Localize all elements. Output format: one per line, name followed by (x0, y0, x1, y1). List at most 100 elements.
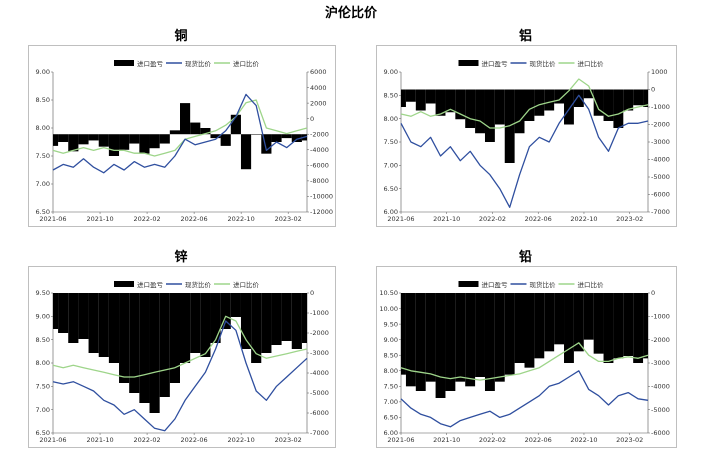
import-profit-bar (425, 89, 436, 104)
left-tick-label: 7.50 (36, 383, 50, 391)
left-tick-label: 8.50 (384, 351, 398, 359)
import-profit-bar (514, 293, 525, 363)
legend-label-spot: 现货比价 (185, 59, 212, 68)
import-profit-bar (180, 103, 191, 135)
right-tick-label: -1000 (651, 313, 670, 321)
import-profit-bar (554, 293, 565, 345)
right-tick-label: -6000 (310, 409, 329, 417)
x-tick-label: 2022-02 (479, 436, 506, 444)
left-tick-label: 6.50 (36, 208, 50, 216)
left-tick-label: 9.00 (384, 68, 398, 76)
legend-label-import: 进口比价 (578, 59, 605, 68)
import-profit-bar (613, 89, 624, 128)
import-profit-bar (573, 293, 584, 352)
import-profit-bar (251, 293, 262, 363)
left-tick-label: 6.50 (384, 185, 398, 193)
right-tick-label: -4000 (651, 156, 670, 164)
spot-ratio-line (52, 93, 308, 174)
import-profit-bar (544, 89, 555, 111)
import-profit-bar (534, 89, 545, 116)
right-tick-label: -7000 (651, 208, 670, 216)
import-profit-bar (108, 134, 120, 156)
legend-swatch-bar (458, 60, 479, 66)
legend-label-import: 进口比价 (578, 280, 605, 289)
import-profit-bar (573, 89, 584, 107)
chart-panel-aluminum: 进口盈亏 现货比价 进口比价 9.00 8.50 8.00 7.50 7.00 6.50 6.00… (376, 45, 677, 227)
import-profit-bar (643, 89, 648, 107)
left-tick-label: 9.50 (384, 320, 398, 328)
right-tick-label: -12000 (310, 208, 333, 216)
chart-title-aluminum: 铝 (518, 29, 532, 44)
left-tick-label: 10.50 (379, 289, 398, 297)
right-tick-label: -4000 (651, 383, 670, 391)
import-profit-bar (281, 293, 292, 341)
import-profit-bar (220, 134, 231, 146)
import-profit-bar (455, 89, 466, 120)
import-profit-bar (564, 89, 574, 125)
import-profit-bar (455, 293, 466, 382)
import-profit-bar (445, 89, 456, 113)
spot-ratio-line (400, 370, 649, 428)
import-profit-bar (435, 89, 446, 116)
import-profit-bar (98, 293, 109, 357)
right-tick-label: -6000 (651, 191, 670, 199)
import-profit-bar (435, 293, 446, 398)
right-tick-label: -7000 (310, 429, 329, 437)
import-profit-bar (415, 89, 426, 111)
import-profit-bar (475, 293, 485, 377)
spot-ratio-line (52, 320, 308, 432)
right-tick-label: -1000 (651, 103, 670, 111)
import-profit-bar (200, 128, 211, 135)
import-profit-bar (623, 89, 634, 111)
right-tick-label: -6000 (651, 429, 670, 437)
left-tick-label: 7.00 (36, 180, 50, 188)
x-tick-label: 2022-10 (228, 215, 255, 223)
import-profit-bar (180, 293, 191, 363)
import-ratio-line (400, 78, 649, 129)
right-tick-label: -4000 (310, 369, 329, 377)
legend-label-profit: 进口盈亏 (482, 281, 509, 289)
left-tick-label: 8.00 (384, 115, 398, 123)
import-profit-bar (524, 89, 535, 121)
left-tick-label: 6.50 (36, 429, 50, 437)
left-tick-label: 8.00 (384, 367, 398, 375)
left-tick-label: 7.50 (384, 383, 398, 391)
import-profit-bar (261, 134, 272, 154)
import-profit-bar (291, 293, 302, 349)
import-profit-bar (261, 293, 272, 353)
left-tick-label: 8.50 (36, 336, 50, 344)
legend-label-profit: 进口盈亏 (482, 60, 509, 68)
import-profit-bar (534, 293, 545, 359)
import-profit-bar (139, 293, 150, 403)
import-profit-bar (281, 134, 292, 139)
import-profit-bar (190, 293, 201, 353)
import-profit-bar (613, 293, 624, 359)
right-tick-label: -3000 (310, 349, 329, 357)
right-tick-label: -3000 (651, 138, 670, 146)
import-profit-bar (633, 293, 644, 363)
import-profit-bar (78, 293, 89, 339)
legend-label-import: 进口比价 (233, 59, 260, 68)
import-profit-bar (465, 293, 476, 387)
right-tick-label: -6000 (310, 162, 329, 170)
import-profit-bar (475, 89, 485, 134)
x-tick-label: 2021-10 (433, 215, 460, 223)
x-tick-label: 2021-10 (86, 215, 113, 223)
right-tick-label: 2000 (310, 99, 327, 107)
chart-title-zinc: 锌 (174, 250, 188, 265)
legend-label-profit: 进口盈亏 (137, 281, 164, 289)
left-tick-label: 8.00 (36, 124, 50, 132)
import-ratio-line (400, 342, 649, 381)
x-tick-label: 2023-02 (275, 436, 302, 444)
legend: 进口盈亏 现货比价 进口比价 (458, 280, 605, 289)
import-profit-bar (425, 293, 436, 382)
import-profit-bar (149, 293, 160, 413)
x-tick-label: 2021-10 (86, 436, 113, 444)
right-tick-label: -5000 (651, 406, 670, 414)
import-profit-bar (643, 293, 648, 359)
left-tick-label: 9.00 (36, 313, 50, 321)
legend: 进口盈亏 现货比价 进口比价 (458, 59, 605, 68)
x-tick-label: 2021-06 (39, 436, 66, 444)
legend-label-spot: 现货比价 (530, 59, 557, 68)
legend-label-spot: 现货比价 (530, 280, 557, 289)
